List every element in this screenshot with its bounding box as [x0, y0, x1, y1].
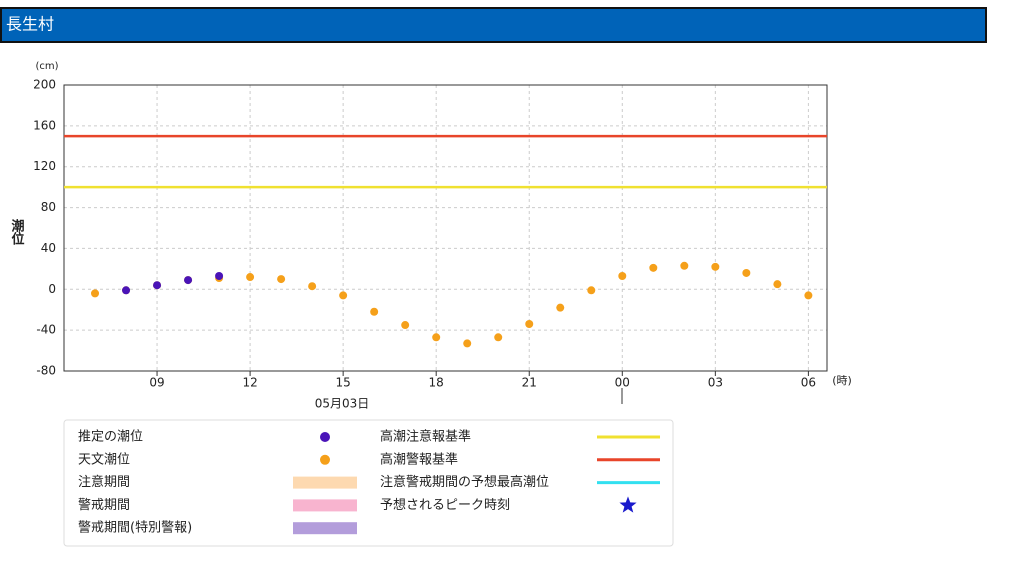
legend-label: 予想されるピーク時刻 — [380, 497, 510, 513]
data-point — [432, 333, 441, 342]
x-tick-label: 03 — [708, 376, 723, 390]
data-point — [525, 320, 534, 329]
legend-label: 警戒期間 — [78, 497, 130, 513]
x-tick-label: 12 — [242, 376, 257, 390]
legend-symbol — [320, 432, 330, 442]
data-point — [804, 291, 813, 300]
data-point — [680, 261, 689, 270]
y-unit: (cm) — [35, 61, 58, 72]
y-tick-label: 120 — [33, 159, 56, 173]
data-point — [277, 275, 286, 284]
legend-symbol — [293, 522, 357, 535]
data-point — [494, 333, 503, 342]
data-point — [401, 321, 410, 330]
x-unit: (時) — [832, 374, 852, 387]
legend-label: 注意期間 — [78, 474, 130, 490]
x-tick-label: 21 — [522, 376, 537, 390]
data-point — [122, 286, 131, 295]
data-point — [215, 272, 224, 281]
x-tick-label: 09 — [149, 376, 164, 390]
x-tick-label: 18 — [429, 376, 444, 390]
legend-symbol — [293, 499, 357, 512]
data-point — [711, 262, 720, 271]
y-tick-label: -80 — [36, 364, 56, 378]
plot-frame — [63, 84, 828, 372]
x-tick-label: 15 — [336, 376, 351, 390]
data-point — [339, 291, 348, 300]
legend-symbol — [320, 454, 330, 465]
x-tick-label: 00 — [615, 376, 630, 390]
legend-label: 警戒期間(特別警報) — [78, 520, 192, 536]
y-tick-label: 160 — [33, 118, 56, 132]
legend-label: 推定の潮位 — [78, 430, 143, 445]
header-title: 長生村 — [6, 15, 54, 34]
data-point — [618, 272, 627, 281]
data-point — [308, 282, 317, 291]
legend-label: 注意警戒期間の予想最高潮位 — [380, 474, 549, 490]
y-tick-label: 0 — [48, 282, 56, 296]
legend-symbol — [293, 476, 357, 489]
x-tick-label: 06 — [801, 376, 816, 390]
y-tick-label: -40 — [36, 323, 56, 337]
data-point — [556, 303, 565, 312]
legend-box — [63, 419, 674, 547]
date-label: 05月03日 — [315, 397, 370, 411]
data-point — [742, 268, 751, 277]
data-point — [91, 289, 100, 298]
y-axis-label: 潮位 — [9, 218, 25, 246]
data-point — [463, 339, 472, 348]
data-point — [773, 280, 782, 289]
y-tick-label: 80 — [41, 200, 56, 214]
y-tick-label: 40 — [41, 241, 56, 255]
legend-symbol — [619, 496, 637, 513]
data-point — [587, 286, 596, 295]
data-point — [153, 281, 162, 290]
header-bar — [0, 7, 987, 43]
data-point — [370, 307, 379, 316]
legend-label: 高潮警報基準 — [380, 451, 458, 467]
y-tick-label: 200 — [33, 78, 56, 92]
legend-label: 高潮注意報基準 — [380, 429, 471, 445]
data-point — [246, 273, 255, 282]
data-point — [184, 276, 193, 285]
data-point — [649, 263, 658, 272]
legend-label: 天文潮位 — [78, 452, 130, 467]
